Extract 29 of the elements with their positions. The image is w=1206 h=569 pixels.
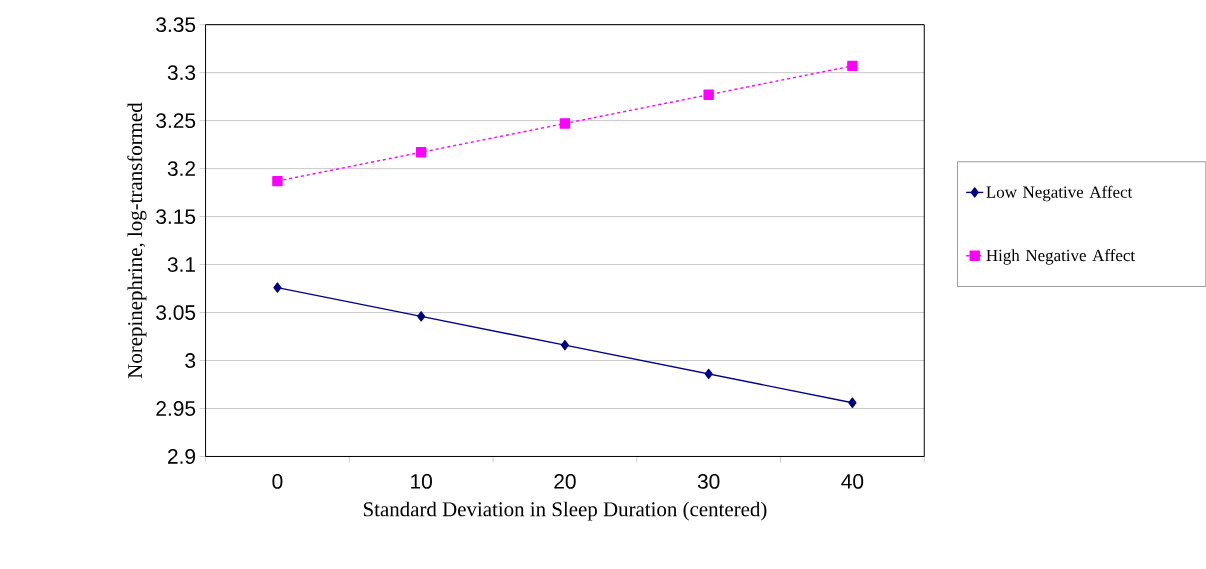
point (704, 368, 713, 380)
y-tick-label: 3.15 (156, 209, 196, 225)
y-tick-label: 3.2 (167, 161, 195, 177)
point (560, 340, 569, 351)
point (273, 282, 282, 293)
y-tick-label: 3.35 (156, 17, 196, 33)
point (415, 147, 427, 158)
x-tick-label: 10 (411, 474, 432, 489)
y-axis-title: Norepinephrine, log-transformed (127, 102, 147, 379)
legend-label: Low Negative Affect (986, 185, 1133, 202)
x-tick-label: 0 (272, 474, 283, 489)
point (703, 89, 714, 101)
legend-label: High Negative Affect (986, 249, 1135, 265)
y-tick-label: 3.05 (156, 305, 196, 321)
point (848, 397, 857, 409)
x-axis-title: Standard Deviation in Sleep Duration (centered) (363, 501, 767, 521)
y-tick-label: 2.95 (156, 401, 196, 417)
y-tick-label: 3.3 (167, 65, 196, 81)
point (417, 311, 426, 322)
y-tick-label: 3.25 (156, 113, 196, 129)
point (847, 60, 858, 72)
y-tick-label: 3.1 (167, 257, 196, 273)
x-tick-label: 20 (554, 474, 576, 489)
x-tick-label: 40 (841, 474, 864, 489)
x-tick-label: 30 (697, 474, 720, 489)
point (272, 176, 283, 187)
y-tick-label: 2.9 (168, 449, 196, 465)
y-tick-label: 3 (185, 353, 196, 369)
point (559, 118, 571, 129)
